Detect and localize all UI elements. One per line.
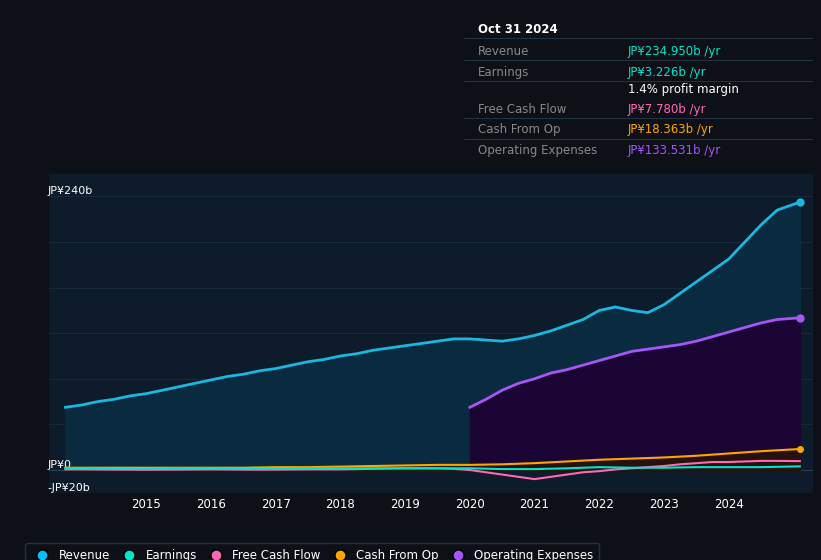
- Text: JP¥234.950b /yr: JP¥234.950b /yr: [628, 45, 721, 58]
- Text: JP¥3.226b /yr: JP¥3.226b /yr: [628, 66, 707, 78]
- Text: JP¥7.780b /yr: JP¥7.780b /yr: [628, 102, 706, 116]
- Text: -JP¥20b: -JP¥20b: [48, 483, 90, 493]
- Text: JP¥240b: JP¥240b: [48, 186, 93, 197]
- Text: JP¥18.363b /yr: JP¥18.363b /yr: [628, 123, 713, 137]
- Text: JP¥133.531b /yr: JP¥133.531b /yr: [628, 144, 721, 157]
- Text: Oct 31 2024: Oct 31 2024: [478, 22, 557, 35]
- Text: Operating Expenses: Operating Expenses: [478, 144, 597, 157]
- Text: JP¥0: JP¥0: [48, 460, 71, 470]
- Text: Earnings: Earnings: [478, 66, 530, 78]
- Legend: Revenue, Earnings, Free Cash Flow, Cash From Op, Operating Expenses: Revenue, Earnings, Free Cash Flow, Cash …: [25, 543, 599, 560]
- Text: Free Cash Flow: Free Cash Flow: [478, 102, 566, 116]
- Text: 1.4% profit margin: 1.4% profit margin: [628, 83, 739, 96]
- Text: Revenue: Revenue: [478, 45, 530, 58]
- Text: Cash From Op: Cash From Op: [478, 123, 560, 137]
